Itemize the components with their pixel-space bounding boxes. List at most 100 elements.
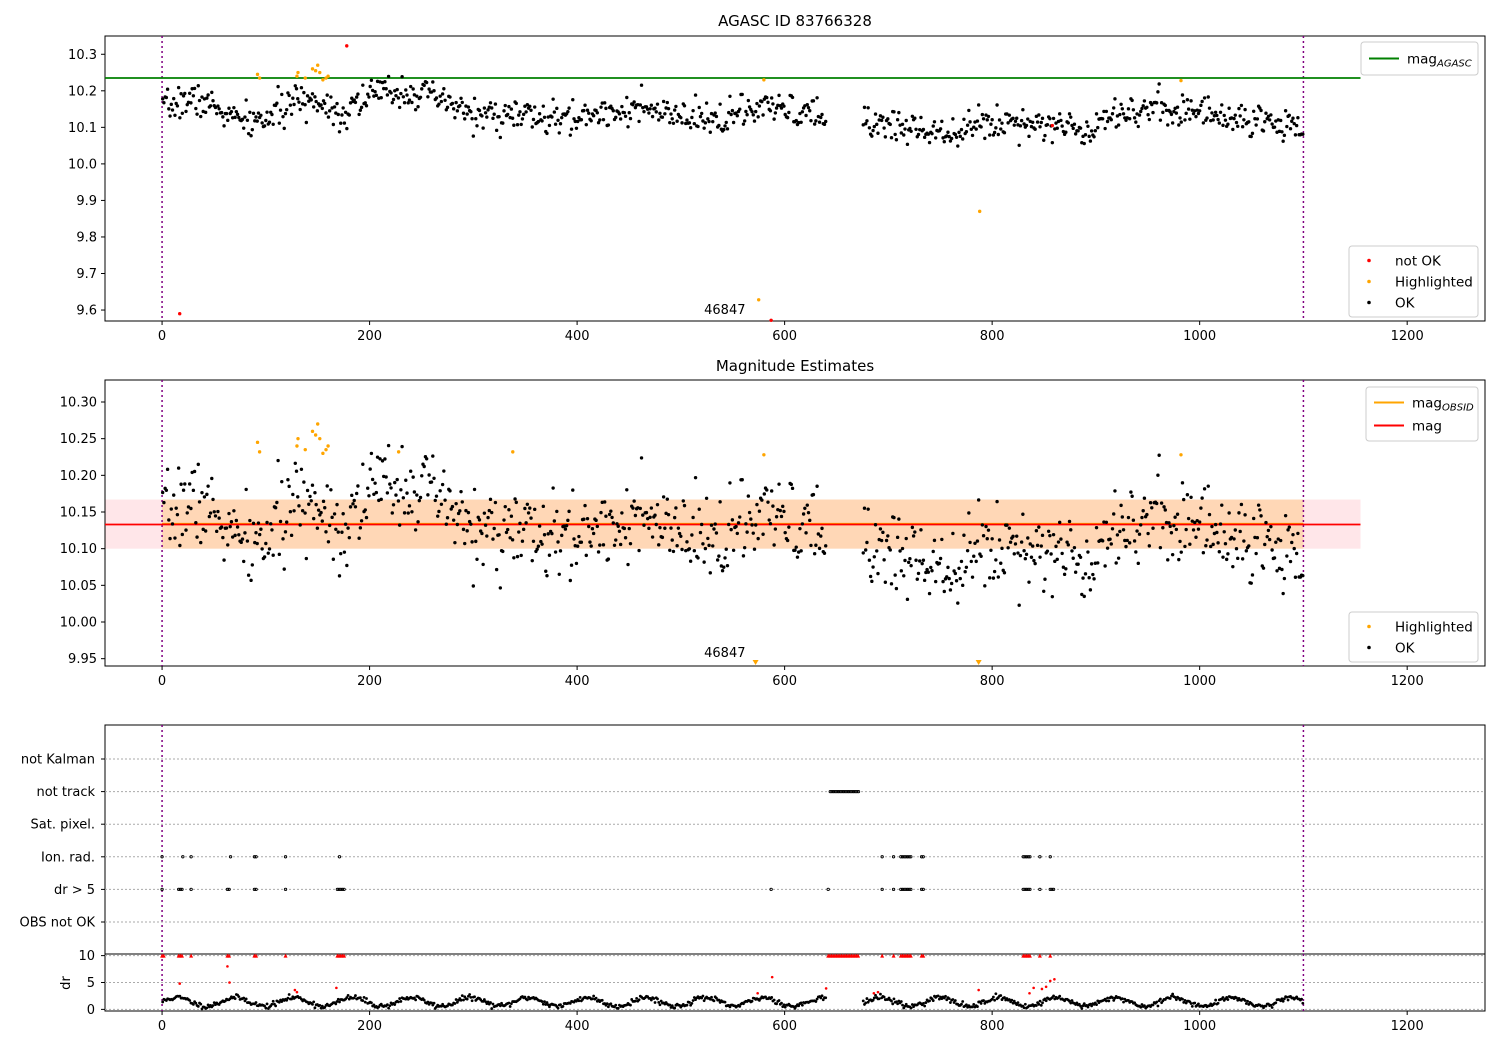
ok-point [507, 507, 511, 512]
flag-point [189, 887, 193, 892]
ok-point [1034, 529, 1039, 533]
dr-point [1052, 994, 1055, 998]
ok-point [808, 109, 812, 113]
ok-point [815, 96, 819, 100]
flag-row-label: not track [36, 785, 95, 800]
ok-point [433, 498, 437, 503]
ok-point [443, 498, 447, 502]
ok-point [723, 556, 727, 560]
ok-point [257, 532, 262, 537]
ok-point [787, 525, 791, 529]
dr-point [700, 996, 704, 1000]
ok-point [541, 104, 546, 108]
ok-point [504, 530, 509, 535]
ok-point [573, 119, 577, 124]
ok-point [956, 601, 960, 605]
dr-clipped-marker [342, 953, 347, 958]
ok-point [1261, 129, 1266, 133]
ok-point [1055, 126, 1059, 130]
ok-point [595, 111, 600, 115]
ok-point [749, 517, 753, 521]
ok-point [657, 118, 661, 122]
ok-point [477, 518, 482, 522]
ok-point [542, 533, 547, 537]
ok-point [530, 125, 534, 129]
ok-point [1094, 112, 1099, 116]
ok-point [768, 522, 773, 526]
ok-point [331, 122, 336, 127]
ok-point [933, 136, 938, 140]
dr-point [507, 1001, 511, 1005]
ok-point [351, 502, 355, 506]
ok-point [631, 103, 635, 107]
ok-point [924, 570, 928, 575]
dr-point [1155, 1000, 1159, 1004]
ok-point [314, 99, 318, 104]
ok-point [1049, 552, 1053, 556]
ok-point [911, 534, 916, 538]
ok-point [999, 127, 1003, 131]
ok-point [1100, 539, 1105, 543]
ok-point [178, 543, 182, 548]
ok-point [696, 556, 700, 560]
ok-point [420, 474, 424, 478]
ok-point [276, 458, 280, 463]
dr-point [1226, 998, 1230, 1001]
ok-point [339, 551, 343, 556]
flag-point [904, 855, 908, 859]
ok-point [455, 109, 460, 113]
ok-point [560, 115, 564, 120]
ok-point [692, 549, 697, 553]
ok-point [756, 115, 760, 119]
legend-box [1348, 245, 1479, 318]
flag-point [335, 887, 340, 892]
ok-point [799, 120, 803, 124]
ok-point [879, 538, 884, 543]
ok-point [455, 522, 460, 527]
dr-point [780, 1001, 783, 1005]
ok-point [216, 509, 220, 514]
ok-point [1082, 141, 1086, 146]
ok-point [523, 104, 527, 108]
ok-point [953, 132, 958, 137]
flag-point [160, 855, 164, 859]
ok-point [583, 503, 587, 508]
ok-point [908, 557, 912, 561]
ok-point [712, 527, 716, 531]
ok-point [480, 531, 484, 536]
dr-point [777, 999, 781, 1002]
ok-point [401, 95, 406, 99]
ok-point [627, 110, 631, 115]
ok-point [1142, 496, 1147, 500]
ok-point [542, 115, 547, 119]
ok-point [528, 506, 532, 510]
ok-point [708, 571, 712, 575]
x-tick-label: 400 [565, 329, 590, 344]
dr-point [775, 1002, 778, 1006]
ok-point [628, 541, 633, 546]
ok-point [1180, 93, 1185, 97]
ok-point [308, 494, 312, 499]
ok-point [395, 477, 399, 482]
ok-point [927, 591, 932, 596]
ok-point [1285, 124, 1289, 129]
x-tick-label: 0 [158, 1019, 166, 1034]
ok-point [751, 531, 755, 535]
flag-point [1026, 855, 1030, 859]
ok-point [1174, 527, 1179, 532]
ok-point [905, 142, 910, 147]
ok-point [1292, 121, 1296, 126]
dr-point [712, 999, 716, 1003]
ok-point [1292, 546, 1296, 551]
ok-point [304, 120, 309, 125]
dr-point [1168, 997, 1172, 1000]
ok-point [1054, 544, 1058, 549]
ok-point [237, 533, 241, 537]
ok-point [472, 487, 477, 492]
highlighted-point [296, 70, 300, 75]
ok-point [642, 109, 646, 114]
ok-point [626, 125, 630, 129]
ok-point [264, 541, 268, 546]
highlighted-point [511, 450, 515, 454]
ok-point [888, 122, 892, 127]
